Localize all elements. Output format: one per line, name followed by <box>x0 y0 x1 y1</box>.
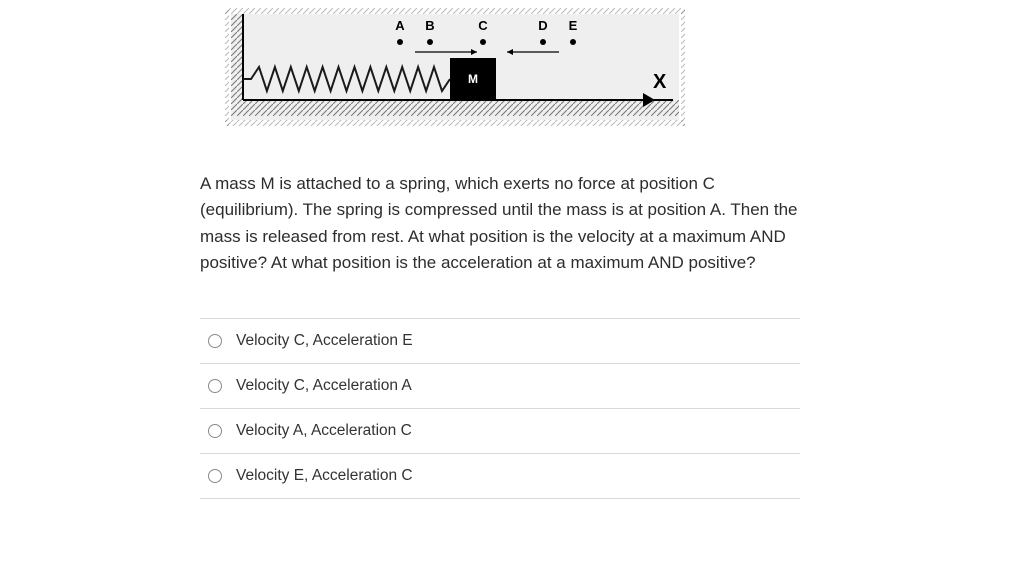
svg-text:X: X <box>653 71 667 93</box>
option-row[interactable]: Velocity E, Acceleration C <box>200 453 800 499</box>
option-row[interactable]: Velocity A, Acceleration C <box>200 408 800 453</box>
radio-icon[interactable] <box>208 379 222 393</box>
option-row[interactable]: Velocity C, Acceleration E <box>200 318 800 363</box>
diagram-container: M A B C D E X <box>225 8 685 131</box>
svg-text:M: M <box>468 72 478 86</box>
radio-icon[interactable] <box>208 424 222 438</box>
radio-icon[interactable] <box>208 469 222 483</box>
svg-text:C: C <box>478 18 488 33</box>
options-list: Velocity C, Acceleration E Velocity C, Ac… <box>200 318 800 499</box>
question-text: A mass M is attached to a spring, which … <box>200 171 800 276</box>
svg-text:E: E <box>569 18 578 33</box>
option-label: Velocity A, Acceleration C <box>236 422 412 440</box>
option-row[interactable]: Velocity C, Acceleration A <box>200 363 800 408</box>
option-label: Velocity C, Acceleration E <box>236 332 413 350</box>
radio-icon[interactable] <box>208 334 222 348</box>
quiz-page: M A B C D E X A mass M is attached to a spring… <box>0 8 1028 583</box>
spring-mass-diagram: M A B C D E X <box>225 8 685 126</box>
svg-text:D: D <box>538 18 547 33</box>
svg-text:B: B <box>425 18 434 33</box>
svg-text:A: A <box>395 18 405 33</box>
option-label: Velocity E, Acceleration C <box>236 467 413 485</box>
option-label: Velocity C, Acceleration A <box>236 377 412 395</box>
